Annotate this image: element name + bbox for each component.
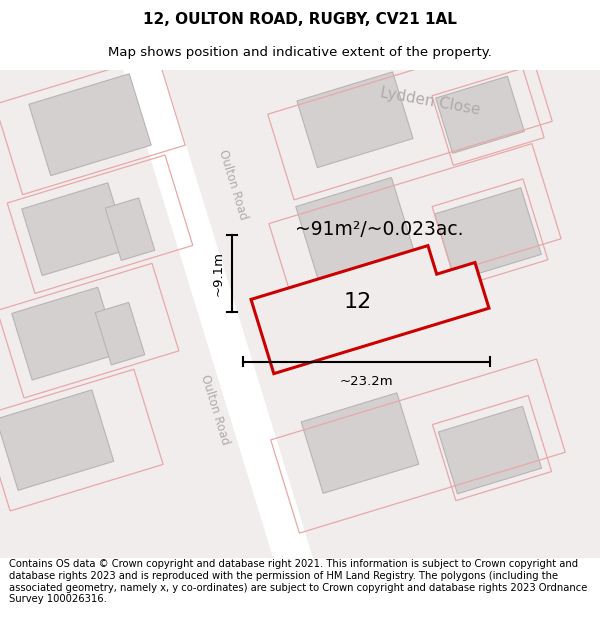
Polygon shape bbox=[95, 302, 145, 365]
Text: 12: 12 bbox=[344, 292, 372, 312]
Text: Contains OS data © Crown copyright and database right 2021. This information is : Contains OS data © Crown copyright and d… bbox=[9, 559, 587, 604]
Polygon shape bbox=[297, 72, 413, 168]
Polygon shape bbox=[118, 42, 318, 586]
Polygon shape bbox=[251, 246, 489, 374]
Polygon shape bbox=[436, 76, 524, 153]
Text: Map shows position and indicative extent of the property.: Map shows position and indicative extent… bbox=[108, 46, 492, 59]
Text: Oulton Road: Oulton Road bbox=[216, 148, 250, 221]
Polygon shape bbox=[105, 198, 155, 261]
Polygon shape bbox=[301, 393, 419, 493]
Text: ~9.1m: ~9.1m bbox=[212, 251, 225, 296]
Polygon shape bbox=[22, 182, 128, 276]
Polygon shape bbox=[439, 406, 542, 494]
Text: 12, OULTON ROAD, RUGBY, CV21 1AL: 12, OULTON ROAD, RUGBY, CV21 1AL bbox=[143, 12, 457, 27]
Polygon shape bbox=[435, 188, 541, 281]
Polygon shape bbox=[29, 74, 151, 176]
Polygon shape bbox=[12, 288, 118, 380]
Text: ~91m²/~0.023ac.: ~91m²/~0.023ac. bbox=[295, 219, 464, 239]
Polygon shape bbox=[0, 390, 114, 491]
Text: Lydden Close: Lydden Close bbox=[379, 86, 481, 118]
Text: Oulton Road: Oulton Road bbox=[198, 374, 232, 447]
Text: ~23.2m: ~23.2m bbox=[340, 376, 394, 388]
Polygon shape bbox=[296, 177, 414, 281]
